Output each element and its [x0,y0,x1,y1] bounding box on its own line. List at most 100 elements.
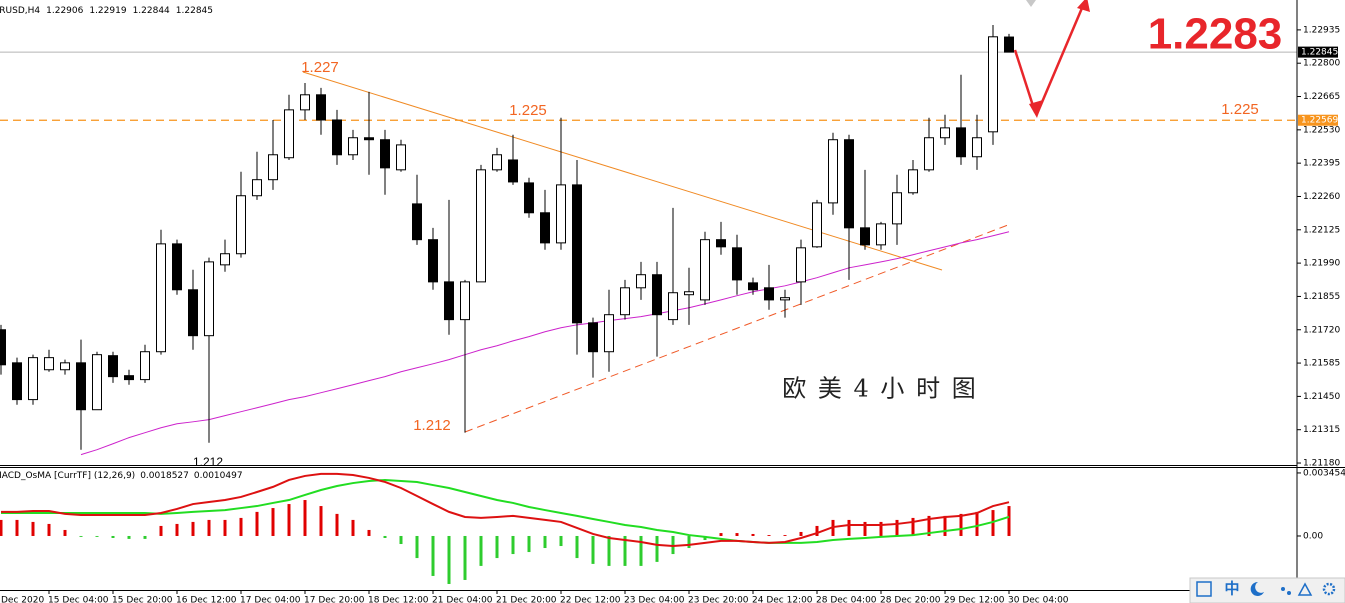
shift-marker [1026,0,1036,7]
ohlc-value: 1.22844 [133,6,170,16]
histogram-bar [863,521,867,536]
resistance-line [302,71,943,271]
histogram-bar [655,535,659,562]
y-tick-label: 1.21315 [1303,425,1340,435]
y-tick-label: 1.22935 [1303,25,1340,35]
histogram-bar [671,535,675,555]
candle-body [908,169,918,194]
histogram-bar [223,519,227,536]
candle-body [940,127,950,139]
y-tick-label: 1.22530 [1303,125,1340,135]
annotation: 1.212 [413,417,451,434]
histogram-bar [95,535,99,537]
y-tick-label: 1.21585 [1303,359,1340,369]
histogram-bar [719,533,723,536]
histogram-bar [799,531,803,536]
plot-layer: EURUSD,H41.229061.229191.228441.228451.2… [0,6,1345,603]
ime-settings[interactable] [1322,582,1336,596]
candle-body [508,159,518,183]
ime-icon[interactable] [1196,581,1212,597]
histogram-bar [191,521,195,536]
histogram-bar [991,510,995,536]
indicator-header: MACD_OsMA [CurrTF] (12,26,9) 0.0018527 0.0… [0,471,243,481]
histogram-bar [1007,506,1011,536]
candle-body [524,182,534,214]
candle-body [172,243,182,291]
x-tick-label: 23 Dec 20:00 [688,596,749,603]
histogram-bar [0,519,3,536]
candle-body [316,94,326,121]
level-tag [1298,114,1338,126]
candle-body [348,137,358,156]
annotation: 1.227 [301,59,339,76]
x-tick-label: 23 Dec 04:00 [624,596,685,603]
histogram-bar [63,529,67,536]
histogram-bar [239,517,243,536]
x-tick-label: 28 Dec 20:00 [880,596,941,603]
ime-mode[interactable]: 中 [1224,580,1239,598]
histogram-bar [751,533,755,536]
chart-header: EURUSD,H4 1.22906 1.22919 1.22844 1.22845 [0,6,213,16]
histogram-bar [479,535,483,566]
y-tick-label: 1.22665 [1303,92,1340,102]
ime-icon[interactable] [1250,581,1264,596]
y-tick-label: 0.00 [1303,531,1323,541]
histogram-bar [271,508,275,536]
candle-body [812,202,822,248]
x-tick-label: Dec 2020 [1,596,44,603]
candle-body [92,354,102,411]
histogram-bar [943,515,947,536]
candle-body [44,357,54,371]
candle-body [28,357,38,401]
x-tick-label: 21 Dec 04:00 [432,596,493,603]
candle-body [684,291,694,296]
indicator-title: MACD_OsMA [CurrTF] (12,26,9) [0,471,135,481]
histogram-bar [47,523,51,536]
histogram-bar [735,533,739,536]
symbol: EURUSD,H4 [0,6,40,16]
histogram-bar [783,535,787,536]
histogram-bar [703,535,707,540]
candle-body [492,154,502,171]
indicator-value: 0.0018527 [140,471,189,481]
histogram-bar [495,535,499,559]
x-tick-label: 15 Dec 04:00 [48,596,109,603]
candle-body [188,289,198,337]
histogram-bar [687,535,691,549]
candle-body [972,137,982,158]
candle-body [956,127,966,158]
candle-body [0,329,6,366]
histogram-bar [79,535,83,537]
y-tick-label: 1.22125 [1303,225,1340,235]
y-tick-label: 1.22800 [1303,59,1340,69]
candle-body [780,297,790,301]
level-tag-label: 1.22569 [1301,116,1338,126]
candle-body [764,287,774,301]
candle-body [796,247,806,283]
candle-body [732,247,742,281]
candle-body [268,154,278,181]
arrow-down [1013,49,1037,113]
x-tick-label: 17 Dec 20:00 [304,596,365,603]
ime-icon[interactable] [1281,587,1285,591]
candle-body [620,287,630,316]
indicator-value: 0.0010497 [194,471,243,481]
ime-icon[interactable] [1287,591,1291,595]
histogram-bar [767,535,771,536]
candle-body [252,179,262,197]
histogram-bar [847,519,851,536]
candle-body [204,261,214,337]
ohlc-value: 1.22906 [46,6,83,16]
candle-body [364,137,374,141]
histogram-bar [511,535,515,555]
histogram-bar [911,517,915,536]
trend-lines [302,71,1009,433]
candle-body [860,227,870,246]
ime-icon[interactable] [1297,582,1313,596]
histogram-bar [815,525,819,536]
ime-toolbar[interactable] [1189,577,1345,603]
macd-line [1,472,1010,548]
candle-body [76,362,86,411]
